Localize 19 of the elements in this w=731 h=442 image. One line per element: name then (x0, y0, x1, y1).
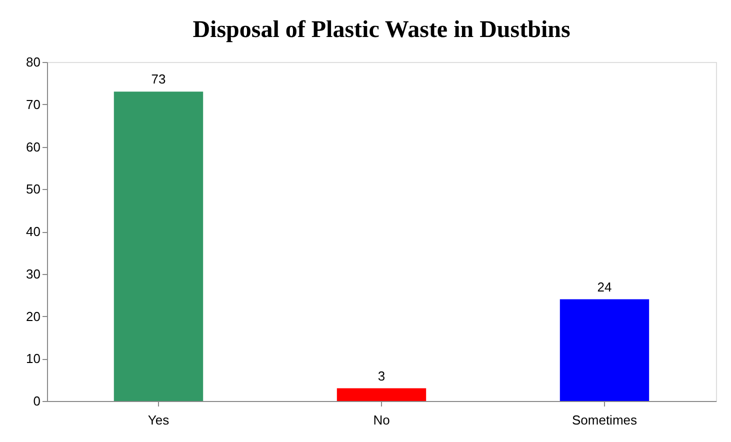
x-tick-label: Yes (148, 412, 170, 428)
y-tick-label: 80 (26, 54, 40, 70)
y-tick-label: 70 (26, 96, 40, 112)
chart-title: Disposal of Plastic Waste in Dustbins (192, 17, 570, 43)
y-tick-label: 10 (26, 351, 40, 366)
y-tick-label: 60 (26, 139, 40, 154)
x-tick-label: Sometimes (572, 412, 638, 428)
y-tick-label: 20 (26, 308, 40, 324)
data-label: 3 (378, 368, 386, 384)
bar (336, 388, 426, 401)
y-tick-label: 40 (26, 224, 40, 239)
y-tick-label: 30 (26, 266, 40, 282)
y-tick-label: 50 (26, 182, 40, 197)
data-label: 73 (151, 72, 166, 87)
bar (560, 299, 650, 401)
data-label: 24 (597, 279, 612, 294)
x-tick-label: No (373, 412, 390, 428)
y-tick-label: 0 (33, 394, 40, 408)
bar (114, 92, 204, 401)
